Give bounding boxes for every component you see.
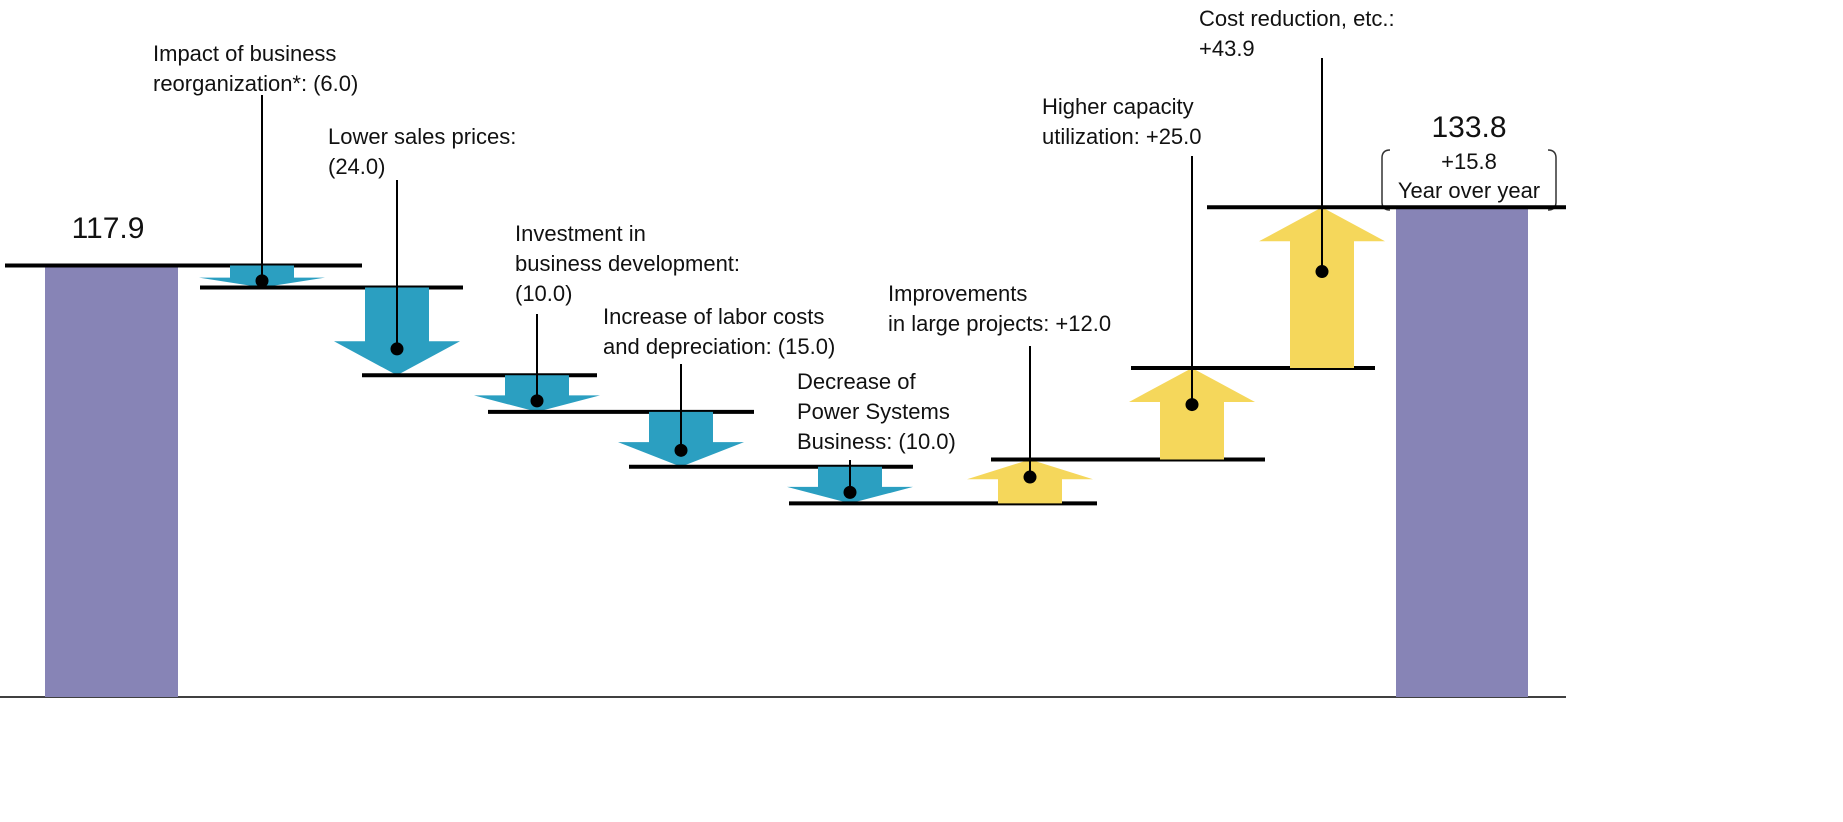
category-line: Cost reduction, etc.: — [1199, 6, 1395, 31]
category-label: utilization: +25.0 — [1042, 124, 1202, 149]
category-label: and depreciation: (15.0) — [603, 334, 835, 359]
category-label: Business: (10.0) — [797, 429, 956, 454]
category-line: Higher capacity — [1042, 94, 1194, 119]
category-label: Cost reduction, etc.: — [1199, 6, 1395, 31]
increase-arrow — [1259, 207, 1385, 368]
leader-dot — [1315, 265, 1329, 279]
leader-dot — [390, 342, 404, 356]
category-label: Improvements — [888, 281, 1027, 306]
value-label: (6.0) — [313, 71, 358, 96]
value-label: (24.0) — [328, 154, 385, 179]
end-label: 133.8 — [1431, 111, 1506, 144]
value-label: +43.9 — [1199, 36, 1255, 61]
category-label: Power Systems — [797, 399, 950, 424]
category-line: Investment in — [515, 221, 646, 246]
start-label: 117.9 — [72, 212, 145, 245]
leader-dot — [530, 394, 544, 408]
category-label: Higher capacity — [1042, 94, 1194, 119]
category-label: in large projects: +12.0 — [888, 311, 1111, 336]
increase-arrow — [1129, 367, 1255, 460]
category-line: reorganization*: — [153, 71, 307, 96]
category-line: business development: — [515, 251, 740, 276]
category-line: Business: — [797, 429, 892, 454]
value-label: +25.0 — [1146, 124, 1202, 149]
value-label: +12.0 — [1055, 311, 1111, 336]
category-label: business development: — [515, 251, 740, 276]
leader-dot — [1185, 398, 1199, 412]
category-line: Impact of business — [153, 41, 336, 66]
category-line: Increase of labor costs — [603, 304, 824, 329]
category-line: utilization: — [1042, 124, 1140, 149]
leader-dot — [255, 274, 269, 288]
category-label: Investment in — [515, 221, 646, 246]
category-line: and depreciation: — [603, 334, 772, 359]
category-label: Increase of labor costs — [603, 304, 824, 329]
category-line: in large projects: — [888, 311, 1049, 336]
category-line: Lower sales prices: — [328, 124, 516, 149]
category-line: Decrease of — [797, 369, 917, 394]
category-line: Improvements — [888, 281, 1027, 306]
category-label: Impact of business — [153, 41, 336, 66]
leader-dot — [843, 485, 857, 499]
leader-dot — [1023, 470, 1037, 484]
value-label: (15.0) — [778, 334, 835, 359]
start-bar — [45, 265, 178, 697]
category-line: Power Systems — [797, 399, 950, 424]
leader-dot — [674, 443, 688, 457]
change-label: +15.8 — [1441, 149, 1497, 174]
end-bar — [1396, 207, 1528, 698]
category-label: reorganization*: (6.0) — [153, 71, 358, 96]
value-label: (10.0) — [515, 281, 572, 306]
value-label: (10.0) — [898, 429, 955, 454]
change-text: Year over year — [1398, 178, 1540, 203]
category-label: Lower sales prices: — [328, 124, 516, 149]
category-label: Decrease of — [797, 369, 917, 394]
